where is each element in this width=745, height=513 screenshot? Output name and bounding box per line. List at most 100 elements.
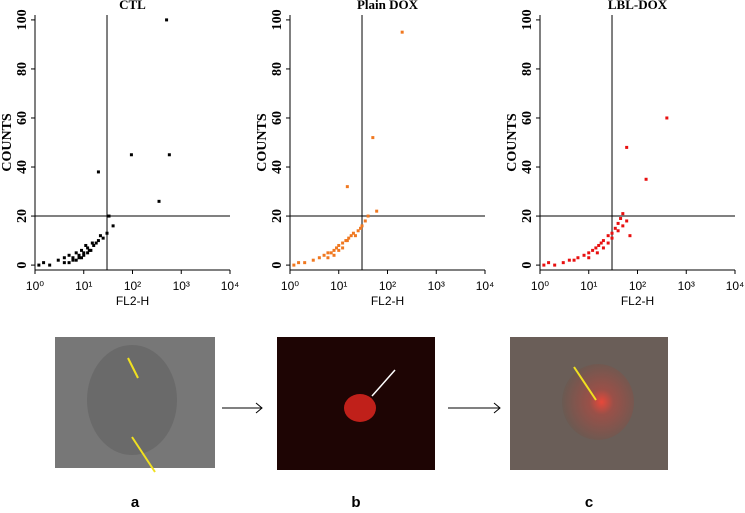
x-tick-label: 10³ (678, 279, 695, 293)
point (101, 236, 105, 240)
point (351, 231, 355, 235)
point (371, 136, 375, 140)
chart-title: LBL-DOX (608, 0, 668, 12)
x-tick-label: 10¹ (580, 279, 597, 293)
x-tick-label: 10² (124, 279, 141, 293)
nucleus (344, 394, 376, 422)
y-tick-label: 20 (520, 209, 535, 223)
point (610, 231, 614, 235)
micrograph-a (55, 337, 215, 473)
point (606, 241, 610, 245)
point (665, 116, 669, 120)
point (77, 256, 81, 260)
point (335, 246, 339, 250)
point (610, 236, 614, 240)
point (322, 253, 326, 257)
micrograph-b (277, 337, 435, 470)
arrow (573, 366, 597, 401)
x-tick-label: 10² (629, 279, 646, 293)
point (625, 145, 629, 149)
x-tick-label: 10³ (428, 279, 445, 293)
point (90, 241, 94, 245)
x-tick-label: 10⁰ (26, 279, 44, 293)
arrow (127, 357, 139, 379)
point (345, 185, 349, 189)
y-axis-label: COUNTS (0, 113, 15, 172)
point (96, 170, 100, 174)
micrograph-c (510, 337, 668, 470)
point (67, 253, 71, 257)
point (84, 243, 88, 247)
y-tick-label: 60 (15, 111, 30, 125)
point (363, 219, 367, 223)
point (157, 199, 161, 203)
point (587, 256, 591, 260)
point (628, 234, 632, 238)
point (616, 229, 620, 233)
panel-label: b (351, 494, 360, 511)
point (96, 239, 100, 243)
point (94, 241, 98, 245)
arrow (371, 369, 396, 397)
point (616, 221, 620, 225)
point (56, 258, 60, 262)
y-tick-label: 60 (270, 111, 285, 125)
point (98, 234, 102, 238)
y-tick-label: 60 (520, 111, 535, 125)
point (332, 248, 336, 252)
point (597, 243, 601, 247)
point (74, 258, 78, 262)
x-tick-label: 10⁴ (221, 279, 240, 293)
x-tick-label: 10¹ (330, 279, 347, 293)
point (89, 248, 93, 252)
y-tick-label: 100 (270, 9, 285, 30)
point (129, 153, 133, 157)
x-tick-label: 10⁰ (281, 279, 299, 293)
y-axis-label: COUNTS (505, 113, 520, 172)
x-tick-label: 10⁴ (726, 279, 745, 293)
point (400, 30, 404, 34)
point (349, 234, 353, 238)
point (165, 18, 169, 22)
point (621, 224, 625, 228)
arrow-head (493, 402, 501, 414)
point (80, 248, 84, 252)
point (71, 256, 75, 260)
chart-title: Plain DOX (357, 0, 419, 12)
point (582, 253, 586, 257)
y-tick-label: 20 (15, 209, 30, 223)
point (613, 226, 617, 230)
cell (562, 364, 634, 440)
point (107, 214, 111, 218)
point (547, 261, 551, 265)
point (595, 251, 599, 255)
point (77, 253, 81, 257)
point (347, 236, 351, 240)
point (542, 263, 546, 267)
y-tick-label: 40 (270, 160, 285, 174)
point (37, 263, 41, 267)
x-axis-label: FL2-H (116, 294, 149, 308)
point (86, 251, 90, 255)
x-tick-label: 10⁴ (476, 279, 495, 293)
arrow (131, 436, 156, 473)
point (86, 246, 90, 250)
point (601, 246, 605, 250)
x-tick-label: 10³ (173, 279, 190, 293)
y-tick-label: 80 (15, 62, 30, 76)
point (303, 261, 307, 265)
point (576, 256, 580, 260)
point (567, 258, 571, 262)
point (601, 239, 605, 243)
point (606, 234, 610, 238)
y-tick-label: 80 (520, 62, 535, 76)
point (337, 248, 341, 252)
point (644, 177, 648, 181)
point (553, 263, 557, 267)
point (82, 253, 86, 257)
point (326, 251, 330, 255)
y-axis-label: COUNTS (255, 113, 270, 172)
y-tick-label: 100 (15, 9, 30, 30)
point (619, 217, 623, 221)
point (317, 256, 321, 260)
